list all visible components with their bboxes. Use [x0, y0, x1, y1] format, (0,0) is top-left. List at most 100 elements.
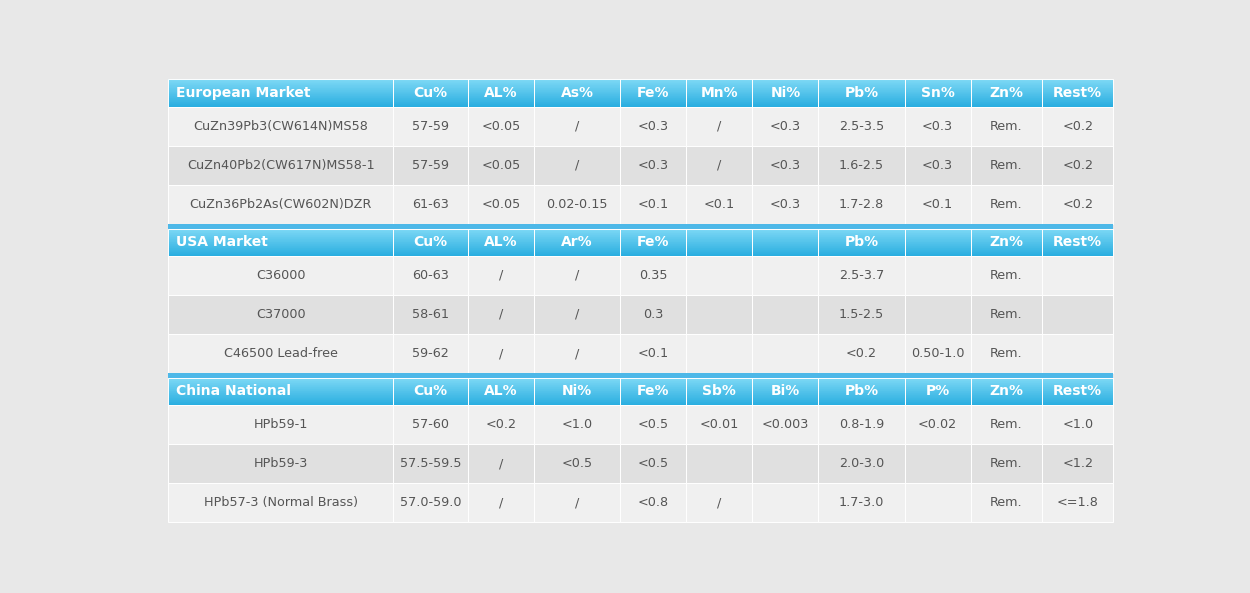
Text: 2.0-3.0: 2.0-3.0: [839, 457, 884, 470]
Bar: [819, 444, 905, 483]
Bar: [620, 185, 686, 224]
Text: /: /: [575, 120, 579, 133]
Bar: [168, 396, 1114, 397]
Bar: [168, 85, 1114, 86]
Bar: [534, 483, 620, 522]
Bar: [971, 483, 1042, 522]
Bar: [468, 405, 534, 444]
Text: 0.50-1.0: 0.50-1.0: [911, 347, 964, 360]
Bar: [168, 253, 1114, 254]
Text: <=1.8: <=1.8: [1056, 496, 1099, 509]
Bar: [819, 185, 905, 224]
Bar: [819, 334, 905, 373]
Bar: [686, 483, 752, 522]
Text: Pb%: Pb%: [845, 86, 879, 100]
Bar: [168, 146, 394, 185]
Bar: [1042, 378, 1114, 405]
Bar: [168, 334, 394, 373]
Bar: [168, 245, 1114, 246]
Bar: [971, 79, 1042, 107]
Bar: [752, 295, 819, 334]
Bar: [168, 231, 1114, 232]
Text: 0.3: 0.3: [642, 308, 664, 321]
Bar: [394, 405, 468, 444]
Bar: [168, 235, 1114, 236]
Text: Rem.: Rem.: [990, 308, 1022, 321]
Text: HPb59-1: HPb59-1: [254, 418, 308, 431]
Text: /: /: [718, 496, 721, 509]
Text: 59-62: 59-62: [412, 347, 449, 360]
Bar: [168, 388, 1114, 390]
Bar: [168, 240, 1114, 241]
Bar: [168, 380, 1114, 381]
Text: <0.2: <0.2: [1062, 159, 1094, 171]
Text: /: /: [575, 159, 579, 171]
Text: <0.3: <0.3: [638, 120, 669, 133]
Bar: [168, 82, 1114, 83]
Text: AL%: AL%: [484, 235, 518, 249]
Bar: [819, 107, 905, 146]
Bar: [394, 79, 468, 107]
Bar: [168, 404, 1114, 405]
Bar: [168, 383, 1114, 384]
Bar: [905, 256, 971, 295]
Bar: [168, 79, 1114, 80]
Bar: [394, 107, 468, 146]
Text: Mn%: Mn%: [700, 86, 739, 100]
Bar: [168, 100, 1114, 101]
Text: <0.05: <0.05: [481, 120, 521, 133]
Text: <0.1: <0.1: [638, 198, 669, 211]
Bar: [819, 378, 905, 405]
Bar: [168, 185, 394, 224]
Bar: [819, 256, 905, 295]
Text: 1.6-2.5: 1.6-2.5: [839, 159, 884, 171]
Bar: [168, 105, 1114, 106]
Bar: [394, 378, 468, 405]
Bar: [168, 400, 1114, 401]
Bar: [168, 385, 1114, 386]
Text: 1.7-2.8: 1.7-2.8: [839, 198, 884, 211]
Bar: [168, 405, 394, 444]
Text: <1.0: <1.0: [561, 418, 592, 431]
Bar: [168, 255, 1114, 256]
Text: /: /: [499, 496, 504, 509]
Bar: [168, 102, 1114, 103]
Text: <0.5: <0.5: [638, 418, 669, 431]
Bar: [971, 295, 1042, 334]
Bar: [752, 146, 819, 185]
Bar: [168, 483, 394, 522]
Bar: [686, 405, 752, 444]
Bar: [686, 256, 752, 295]
Text: As%: As%: [561, 86, 594, 100]
Bar: [168, 295, 394, 334]
Bar: [971, 378, 1042, 405]
Text: 2.5-3.5: 2.5-3.5: [839, 120, 884, 133]
Bar: [168, 230, 1114, 231]
Text: China National: China National: [175, 384, 290, 398]
Bar: [168, 107, 394, 146]
Bar: [1042, 146, 1114, 185]
Bar: [534, 444, 620, 483]
Bar: [534, 79, 620, 107]
Text: <1.0: <1.0: [1062, 418, 1094, 431]
Text: Zn%: Zn%: [989, 86, 1024, 100]
Text: 57-60: 57-60: [412, 418, 449, 431]
Bar: [1042, 295, 1114, 334]
Text: Rest%: Rest%: [1054, 86, 1102, 100]
Text: Zn%: Zn%: [989, 384, 1024, 398]
Bar: [168, 399, 1114, 400]
Text: <1.2: <1.2: [1062, 457, 1094, 470]
Bar: [168, 247, 1114, 248]
Text: <0.02: <0.02: [918, 418, 958, 431]
Bar: [168, 229, 1114, 230]
Bar: [168, 397, 1114, 398]
Bar: [394, 483, 468, 522]
Bar: [752, 405, 819, 444]
Bar: [168, 384, 1114, 385]
Text: /: /: [718, 159, 721, 171]
Bar: [168, 97, 1114, 98]
Text: C37000: C37000: [256, 308, 305, 321]
Text: Cu%: Cu%: [414, 235, 447, 249]
Bar: [971, 334, 1042, 373]
Text: European Market: European Market: [175, 86, 310, 100]
